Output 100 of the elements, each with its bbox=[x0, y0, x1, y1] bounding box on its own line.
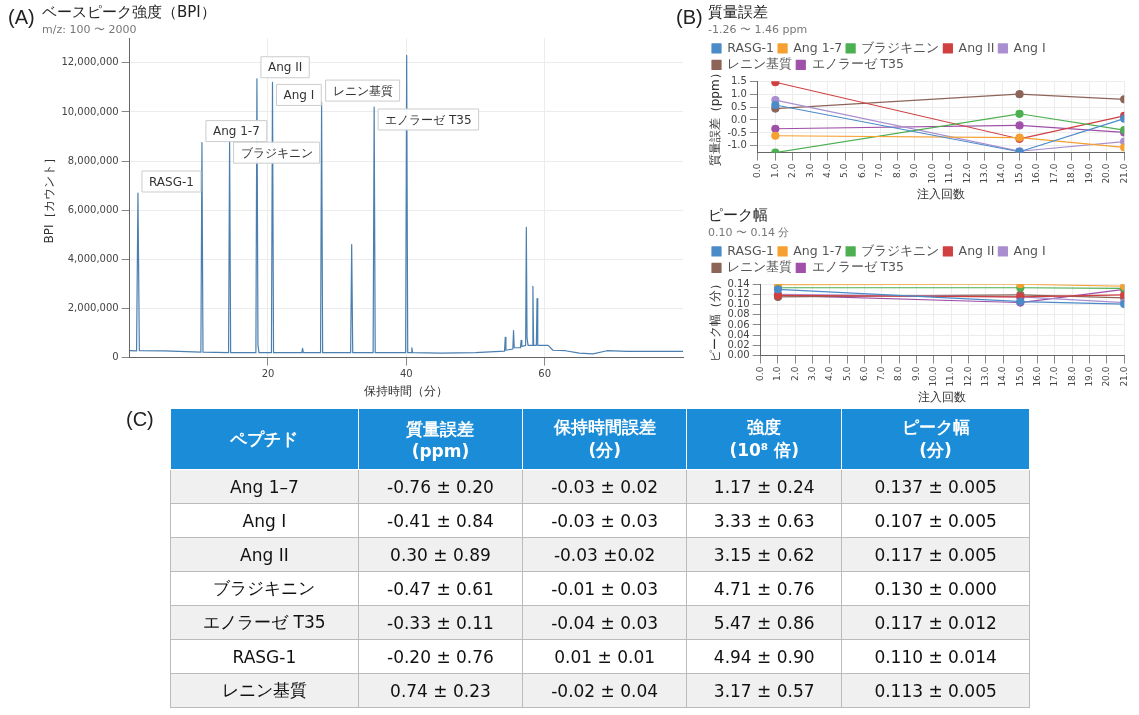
text: 4.94 ± 0.90 bbox=[713, 646, 815, 667]
y-tick-label: 0.00 bbox=[727, 349, 750, 361]
y-tick-label: 0.04 bbox=[727, 328, 750, 340]
chart-title: ベースピーク強度（BPI） bbox=[42, 2, 216, 21]
text: 0.01 ± 0.01 bbox=[554, 646, 656, 667]
text: (A) bbox=[8, 6, 35, 29]
text: -0.03 ±0.02 bbox=[553, 544, 656, 565]
x-tick-label: 10.0 bbox=[926, 163, 937, 184]
x-tick-label: 40 bbox=[399, 368, 413, 380]
x-tick-label: 9.0 bbox=[909, 163, 920, 178]
chart-subtitle: -1.26 〜 1.46 ppm bbox=[708, 23, 808, 37]
chart-title: 質量誤差 bbox=[708, 2, 768, 21]
y-tick-label: 0.12 bbox=[727, 287, 750, 299]
category-label: 保持時間誤差 (分) bbox=[522, 408, 687, 470]
x-tick-label: 4.0 bbox=[822, 163, 833, 178]
y-axis-title: 質量誤差（ppm） bbox=[708, 67, 723, 167]
legend-label: Ang 1-7 bbox=[793, 39, 843, 55]
category-label: 質量誤差 (ppm) bbox=[358, 408, 523, 470]
x-tick-label: 19.0 bbox=[1083, 163, 1094, 184]
x-tick-label: 15.0 bbox=[1013, 163, 1024, 184]
y-axis-title: ピーク幅（分） bbox=[708, 277, 723, 362]
x-tick-label: 18.0 bbox=[1066, 366, 1077, 387]
y-tick-label: 0 bbox=[112, 351, 119, 363]
x-tick-label: 5.0 bbox=[841, 366, 852, 381]
y-tick-label: -0.5 bbox=[727, 126, 747, 138]
category-label: ペプチド bbox=[170, 408, 359, 470]
legend-label: Ang I bbox=[1013, 39, 1046, 55]
y-tick-label: 0.5 bbox=[731, 100, 747, 112]
text: 0.130 ± 0.000 bbox=[874, 578, 997, 599]
text: 0.74 ± 0.23 bbox=[390, 680, 491, 701]
annotation: ブラジキニン bbox=[240, 145, 313, 160]
legend-label: ブラジキニン bbox=[861, 242, 940, 258]
x-axis-title: 注入回数 bbox=[917, 186, 966, 201]
legend-label: レニン基質 bbox=[727, 56, 793, 72]
x-tick-label: 16.0 bbox=[1031, 366, 1042, 387]
y-tick-label: 0.06 bbox=[727, 318, 750, 330]
legend-label: Ang 1-7 bbox=[793, 242, 843, 258]
text: 3.17 ± 0.57 bbox=[713, 680, 815, 701]
x-tick-label: 20.0 bbox=[1101, 366, 1112, 387]
text: 0.117 ± 0.005 bbox=[874, 544, 997, 565]
x-tick-label: 8.0 bbox=[893, 366, 904, 381]
annotation: レニン基質 bbox=[332, 83, 393, 98]
x-tick-label: 18.0 bbox=[1066, 163, 1077, 184]
category-label: 強度 (10⁸ 倍) bbox=[686, 408, 842, 470]
text: レニン基質 bbox=[221, 680, 307, 700]
text: -0.76 ± 0.20 bbox=[387, 476, 494, 497]
x-tick-label: 0.0 bbox=[752, 163, 763, 178]
text: Ang 1–7 bbox=[230, 476, 299, 497]
text: -0.20 ± 0.76 bbox=[387, 646, 494, 667]
chart-subtitle: m/z: 100 〜 2000 bbox=[42, 23, 137, 37]
text: 3.33 ± 0.63 bbox=[713, 510, 815, 531]
text: -0.47 ± 0.61 bbox=[387, 578, 494, 599]
x-tick-label: 20.0 bbox=[1101, 163, 1112, 184]
y-tick-label: 8,000,000 bbox=[67, 154, 119, 166]
text: 0.110 ± 0.014 bbox=[874, 646, 997, 667]
x-tick-label: 1.0 bbox=[769, 163, 780, 178]
y-tick-label: 0.08 bbox=[727, 308, 750, 320]
legend-label: レニン基質 bbox=[727, 259, 793, 275]
x-tick-label: 17.0 bbox=[1048, 163, 1059, 184]
text: 0.137 ± 0.005 bbox=[874, 476, 997, 497]
text: 0.113 ± 0.005 bbox=[874, 680, 997, 701]
annotation: Ang II bbox=[267, 60, 303, 75]
x-tick-label: 1.0 bbox=[772, 366, 783, 381]
legend-label: RASG-1 bbox=[727, 242, 775, 258]
x-tick-label: 10.0 bbox=[928, 366, 939, 387]
category-label: ピーク幅 (分) bbox=[841, 408, 1030, 470]
y-tick-label: 12,000,000 bbox=[61, 56, 119, 68]
y-tick-label: 2,000,000 bbox=[67, 302, 119, 314]
x-tick-label: 8.0 bbox=[891, 163, 902, 178]
x-axis-title: 保持時間（分） bbox=[364, 383, 449, 398]
x-tick-label: 6.0 bbox=[856, 163, 867, 178]
x-tick-label: 7.0 bbox=[876, 366, 887, 381]
x-tick-label: 9.0 bbox=[910, 366, 921, 381]
text: -0.41 ± 0.84 bbox=[387, 510, 494, 531]
text: RASG-1 bbox=[232, 646, 297, 667]
text: (B) bbox=[676, 6, 703, 29]
text: 4.71 ± 0.76 bbox=[713, 578, 815, 599]
y-tick-label: 1.5 bbox=[731, 74, 747, 86]
x-tick-label: 3.0 bbox=[804, 163, 815, 178]
legend-label: Ang II bbox=[958, 242, 995, 258]
x-tick-label: 7.0 bbox=[874, 163, 885, 178]
annotation: Ang 1-7 bbox=[212, 124, 260, 139]
x-tick-label: 14.0 bbox=[997, 366, 1008, 387]
y-tick-label: 1.0 bbox=[731, 87, 747, 99]
x-tick-label: 0.0 bbox=[755, 366, 766, 381]
x-tick-label: 15.0 bbox=[1014, 366, 1025, 387]
y-axis-title: BPI［カウント］ bbox=[42, 152, 57, 244]
y-tick-label: 10,000,000 bbox=[61, 105, 119, 117]
x-tick-label: 2.0 bbox=[789, 366, 800, 381]
annotation: RASG-1 bbox=[148, 174, 194, 189]
y-tick-label: 0.02 bbox=[727, 338, 750, 350]
text: -0.04 ± 0.03 bbox=[551, 612, 659, 633]
text: 0.30 ± 0.89 bbox=[390, 544, 491, 565]
chart-title: ピーク幅 bbox=[708, 205, 768, 224]
x-tick-label: 12.0 bbox=[961, 163, 972, 184]
text: 0.107 ± 0.005 bbox=[874, 510, 997, 531]
y-tick-label: 6,000,000 bbox=[67, 203, 119, 215]
x-tick-label: 60 bbox=[538, 368, 552, 380]
legend-label: Ang II bbox=[958, 39, 995, 55]
x-tick-label: 17.0 bbox=[1049, 366, 1060, 387]
